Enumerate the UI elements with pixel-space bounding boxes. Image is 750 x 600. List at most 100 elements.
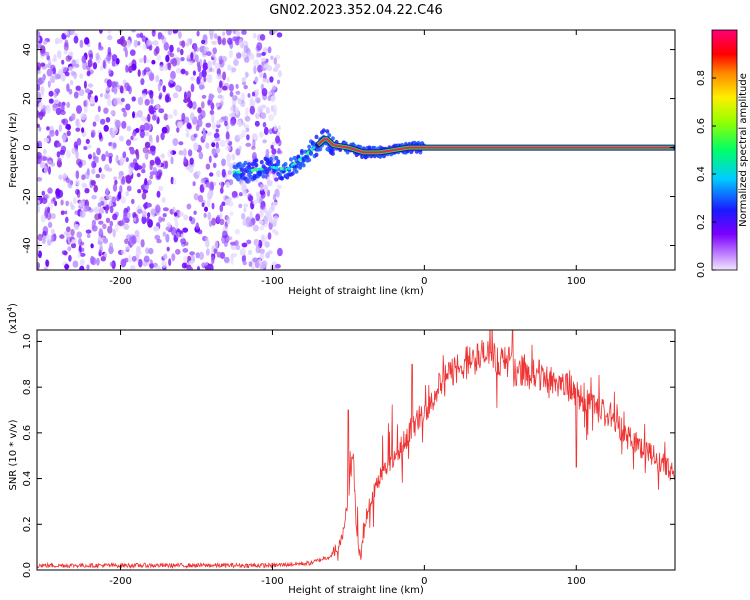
spectrogram-noise-mark (192, 181, 196, 187)
spectrogram-noise-mark (107, 152, 113, 159)
spectrogram-noise-mark (198, 114, 203, 121)
spectrogram-noise-mark (187, 267, 194, 270)
spectrogram-noise-mark (141, 168, 146, 174)
spectrogram-noise-mark (85, 138, 90, 145)
spectrogram-noise-mark (211, 53, 216, 58)
spectrogram-noise-mark (106, 53, 112, 62)
spectrogram-noise-mark (43, 149, 47, 155)
spectrogram-noise-mark (86, 168, 90, 176)
spectrogram-noise-mark (154, 234, 161, 240)
spectrogram-noise-mark (165, 233, 170, 243)
spectrogram-noise-mark (136, 172, 141, 178)
spectrogram-noise-mark (243, 207, 247, 213)
spectrogram-noise-mark (216, 214, 221, 220)
colorbar-label: Normalized spectral amplitude (738, 73, 749, 227)
spectrogram-noise-mark (37, 199, 41, 205)
spectrogram-noise-mark (246, 134, 250, 141)
spectrogram-ridge-mark (307, 144, 312, 149)
spectrogram-noise-mark (225, 181, 230, 189)
spectrogram-noise-mark (207, 211, 212, 221)
spectrogram-noise-mark (229, 162, 233, 172)
spectrogram-noise-mark (255, 213, 261, 222)
spectrogram-noise-mark (155, 104, 160, 109)
spectrogram-noise-mark (186, 103, 192, 108)
spectrogram-noise-mark (217, 94, 223, 99)
spectrogram-noise-mark (50, 228, 55, 235)
spectrogram-noise-mark (273, 57, 277, 65)
spectrogram-noise-mark (124, 244, 131, 251)
spectrogram-noise-mark (70, 204, 75, 210)
spectrogram-noise-mark (37, 151, 42, 160)
spectrogram-noise-mark (248, 195, 254, 202)
spectrogram-noise-mark (140, 78, 145, 86)
spectrogram-noise-mark (258, 258, 262, 263)
spectrogram-noise-mark (37, 177, 43, 182)
spectrogram-noise-mark (172, 30, 179, 34)
spectrogram-noise-mark (226, 153, 231, 163)
spectrogram-noise-mark (77, 250, 81, 259)
spectrogram-noise-mark (37, 36, 40, 42)
bottom-y-tick-label: 0.6 (22, 425, 33, 441)
spectrogram-noise-mark (83, 146, 88, 150)
spectrogram-noise-mark (142, 147, 149, 154)
spectrogram-noise-mark (216, 120, 221, 126)
spectrogram-noise-mark (229, 91, 234, 97)
spectrogram-noise-mark (133, 158, 138, 165)
spectrogram-noise-mark (172, 92, 179, 99)
spectrogram-ridge-mark (261, 174, 266, 179)
spectrogram-noise-mark (274, 177, 279, 182)
spectrogram-noise-mark (217, 35, 222, 45)
spectrogram-noise-mark (37, 233, 43, 241)
spectrogram-noise-mark (61, 59, 65, 65)
spectrogram-noise-mark (62, 118, 69, 126)
spectrogram-noise-mark (58, 174, 63, 180)
spectrogram-noise-mark (43, 266, 48, 270)
spectrogram-noise-mark (166, 246, 170, 252)
spectrogram-noise-mark (269, 76, 274, 83)
spectrogram-noise-mark (265, 210, 271, 218)
spectrogram-noise-mark (265, 252, 270, 259)
spectrogram-noise-mark (263, 64, 268, 69)
spectrogram-noise-mark (205, 142, 210, 149)
spectrogram-noise-mark (98, 167, 102, 173)
spectrogram-noise-mark (273, 201, 278, 207)
spectrogram-noise-mark (211, 148, 217, 156)
spectrogram-noise-mark (143, 88, 148, 93)
spectrogram-ridge-mark (307, 157, 312, 163)
spectrogram-noise-mark (143, 202, 147, 210)
spectrogram-noise-mark (225, 138, 230, 144)
spectrogram-noise-mark (76, 105, 82, 114)
spectrogram-noise-mark (98, 207, 105, 215)
colorbar-tick-label: 0.4 (696, 166, 707, 182)
spectrogram-noise-mark (269, 218, 275, 224)
spectrogram-noise-mark (178, 141, 184, 146)
spectrogram-noise-mark (155, 265, 162, 270)
spectrogram-noise-mark (147, 90, 154, 95)
spectrogram-noise-mark (180, 233, 184, 239)
spectrogram-noise-mark (162, 213, 167, 218)
spectrogram-noise-mark (119, 85, 124, 94)
spectrogram-noise-mark (193, 210, 197, 215)
spectrogram-noise-mark (112, 142, 117, 149)
spectrogram-noise-mark (105, 86, 109, 92)
spectrogram-noise-mark (184, 41, 190, 47)
spectrogram-noise-mark (67, 246, 72, 252)
spectrogram-noise-mark (222, 37, 227, 46)
spectrogram-noise-mark (221, 158, 226, 167)
spectrogram-noise-mark (252, 257, 259, 263)
spectrogram-noise-mark (226, 215, 231, 225)
spectrogram-noise-mark (141, 116, 147, 122)
spectrogram-noise-mark (55, 107, 62, 116)
spectrogram-noise-mark (228, 83, 234, 92)
spectrogram-noise-mark (172, 178, 177, 185)
spectrogram-noise-mark (245, 107, 249, 117)
spectrogram-noise-mark (263, 184, 268, 193)
spectrogram-noise-mark (92, 121, 97, 127)
spectrogram-noise-mark (120, 249, 127, 255)
spectrogram-noise-mark (176, 232, 181, 239)
spectrogram-noise-mark (84, 88, 91, 94)
spectrogram-noise-mark (131, 235, 137, 245)
spectrogram-noise-mark (144, 178, 148, 186)
spectrogram-noise-mark (181, 112, 186, 122)
spectrogram-noise-mark (66, 130, 71, 137)
